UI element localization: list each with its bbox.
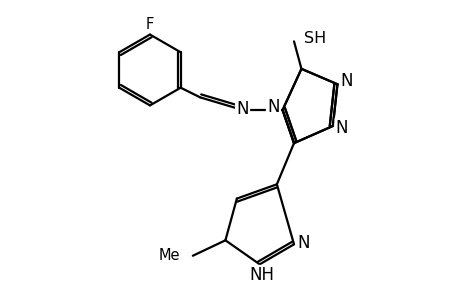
Text: N: N xyxy=(340,72,352,90)
Text: N: N xyxy=(335,119,347,137)
Text: N: N xyxy=(267,98,279,116)
Text: Me: Me xyxy=(158,248,180,263)
Text: F: F xyxy=(146,17,154,32)
Text: SH: SH xyxy=(304,31,326,46)
Text: N: N xyxy=(296,234,309,252)
Text: N: N xyxy=(236,100,248,118)
Text: NH: NH xyxy=(249,266,274,284)
